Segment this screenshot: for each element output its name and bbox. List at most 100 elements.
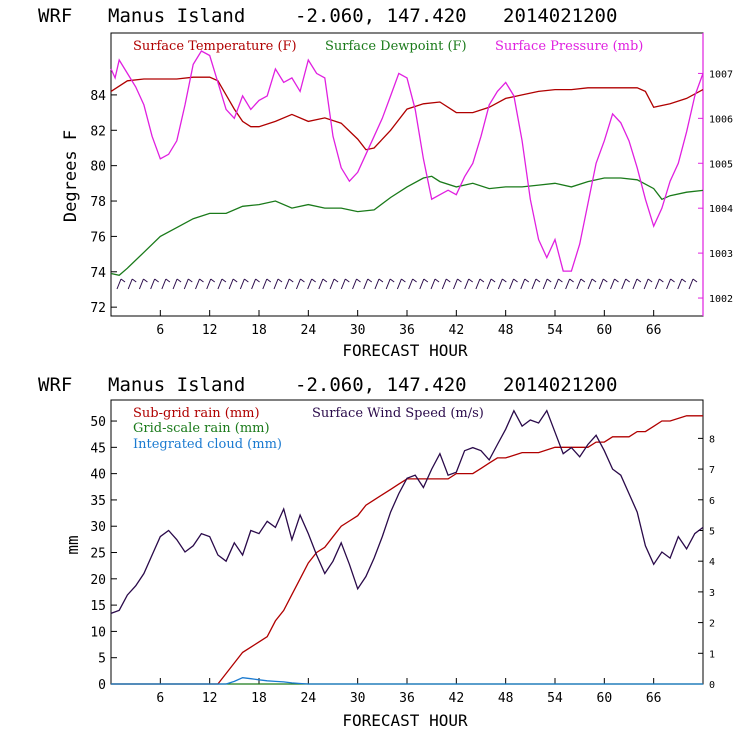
chart-title-location: Manus Island bbox=[108, 374, 245, 396]
chart-title-location: Manus Island bbox=[108, 5, 245, 27]
y2-tick-label: 1007 bbox=[709, 69, 733, 80]
y2-tick-label: 7 bbox=[709, 465, 715, 476]
chart-title-model: WRF bbox=[38, 374, 72, 396]
x-tick-label: 6 bbox=[156, 691, 164, 706]
wind-barb-flag bbox=[311, 278, 316, 283]
temperature-plot-area: 6 12 18 24 30 36 42 48 54 60 66 72 74 76 78 80 82 84 1002 1… bbox=[90, 32, 733, 338]
y-tick-label: 82 bbox=[90, 124, 106, 139]
wind-barb bbox=[576, 278, 582, 290]
y-tick-label: 30 bbox=[90, 520, 106, 535]
y2-tick-label: 1003 bbox=[709, 249, 733, 260]
wind-barb-flag bbox=[367, 278, 373, 283]
wind-barb-flag bbox=[479, 278, 485, 283]
y2-tick-label: 1 bbox=[709, 649, 715, 660]
wind-barb bbox=[475, 278, 481, 290]
wind-barb bbox=[195, 278, 200, 290]
wind-barb-flag bbox=[625, 278, 631, 283]
x-tick-label: 54 bbox=[547, 323, 563, 338]
x-tick-label: 42 bbox=[449, 323, 465, 338]
y-tick-label: 40 bbox=[90, 468, 106, 483]
x-tick-label: 6 bbox=[156, 323, 164, 338]
wind-barb-flag bbox=[120, 278, 126, 283]
y2-tick-label: 6 bbox=[709, 496, 715, 507]
legend-pressure: Surface Pressure (mb) bbox=[495, 39, 643, 54]
wind-barb-flag bbox=[490, 278, 496, 283]
y-tick-label: 78 bbox=[90, 195, 106, 210]
wind-barb bbox=[441, 278, 447, 290]
wind-barb bbox=[430, 278, 436, 290]
wind-barb bbox=[396, 278, 402, 290]
wind-barb-flag bbox=[670, 278, 675, 283]
wind-barb bbox=[621, 278, 627, 290]
wind-barb-flag bbox=[535, 278, 541, 283]
wind-barb-flag bbox=[165, 278, 171, 283]
x-tick-label: 30 bbox=[350, 323, 366, 338]
wind-barb-flag bbox=[401, 278, 406, 283]
y-tick-label: 0 bbox=[98, 678, 106, 693]
legend-wind-speed: Surface Wind Speed (m/s) bbox=[312, 406, 484, 421]
wind-barb bbox=[295, 278, 301, 290]
wind-barb-flag bbox=[591, 278, 597, 283]
wind-barb-flag bbox=[457, 278, 462, 283]
wind-barb-flag bbox=[468, 278, 473, 283]
y2-tick-label: 1002 bbox=[709, 294, 733, 305]
y-tick-label: 74 bbox=[90, 266, 106, 281]
wind-barb-flag bbox=[378, 278, 384, 283]
wind-barb bbox=[486, 278, 492, 290]
wind-barb bbox=[161, 278, 167, 290]
wind-barb-flag bbox=[412, 278, 417, 283]
series-line-integrated-cloud-mm bbox=[111, 677, 703, 685]
wind-barb-flag bbox=[569, 278, 574, 283]
wind-barb bbox=[509, 278, 515, 290]
wind-barb-flag bbox=[322, 278, 328, 283]
series-line-surface-temperature-f bbox=[110, 76, 704, 151]
wind-barb-flag bbox=[681, 278, 687, 283]
chart-title-model: WRF bbox=[38, 5, 72, 27]
wind-barb-flag bbox=[143, 278, 148, 283]
wind-barb bbox=[587, 278, 593, 290]
wind-barb bbox=[654, 278, 660, 290]
wind-barb bbox=[116, 278, 122, 290]
x-tick-label: 48 bbox=[498, 691, 514, 706]
wind-barb-flag bbox=[558, 278, 563, 283]
x-tick-label: 54 bbox=[547, 691, 563, 706]
legend-dewpoint: Surface Dewpoint (F) bbox=[325, 39, 467, 54]
x-tick-label: 18 bbox=[251, 323, 267, 338]
wind-barb-flag bbox=[221, 278, 227, 283]
wind-barb bbox=[688, 278, 694, 290]
x-axis-label: FORECAST HOUR bbox=[342, 341, 468, 360]
wind-barb-flag bbox=[288, 278, 294, 283]
wind-barb bbox=[677, 278, 683, 290]
x-tick-label: 36 bbox=[399, 323, 415, 338]
wind-barb-flag bbox=[524, 278, 530, 283]
wind-barb bbox=[138, 278, 144, 290]
wind-barb bbox=[307, 278, 313, 290]
wind-barb bbox=[284, 278, 290, 290]
y2-tick-label: 1004 bbox=[709, 204, 733, 215]
wind-barb-flag bbox=[445, 278, 451, 283]
chart-title-coords: -2.060, 147.420 bbox=[295, 374, 467, 396]
x-tick-label: 30 bbox=[350, 691, 366, 706]
y-tick-label: 45 bbox=[90, 441, 106, 456]
y-axis-label: mm bbox=[63, 535, 82, 554]
wind-barb bbox=[206, 278, 212, 290]
wind-barb bbox=[531, 278, 537, 290]
x-tick-label: 60 bbox=[597, 323, 613, 338]
temperature-chart: WRF Manus Island -2.060, 147.420 2014021… bbox=[38, 5, 733, 360]
wind-barb-flag bbox=[199, 278, 204, 283]
wind-barb bbox=[610, 278, 615, 290]
wind-barb-flag bbox=[602, 278, 608, 283]
series-line-sub-grid-rain-mm bbox=[111, 415, 703, 685]
wind-barb bbox=[520, 278, 526, 290]
x-tick-label: 24 bbox=[301, 691, 317, 706]
y-tick-label: 20 bbox=[90, 573, 106, 588]
y2-tick-label: 1005 bbox=[709, 159, 733, 170]
wind-barb bbox=[352, 278, 357, 290]
wind-barb bbox=[408, 278, 414, 290]
x-tick-label: 66 bbox=[646, 323, 662, 338]
chart-title-run: 2014021200 bbox=[503, 5, 617, 27]
wind-barb bbox=[632, 278, 638, 290]
y2-tick-label: 8 bbox=[709, 434, 715, 445]
legend-subgrid-rain: Sub-grid rain (mm) bbox=[133, 406, 260, 421]
wind-barb-flag bbox=[266, 278, 272, 283]
